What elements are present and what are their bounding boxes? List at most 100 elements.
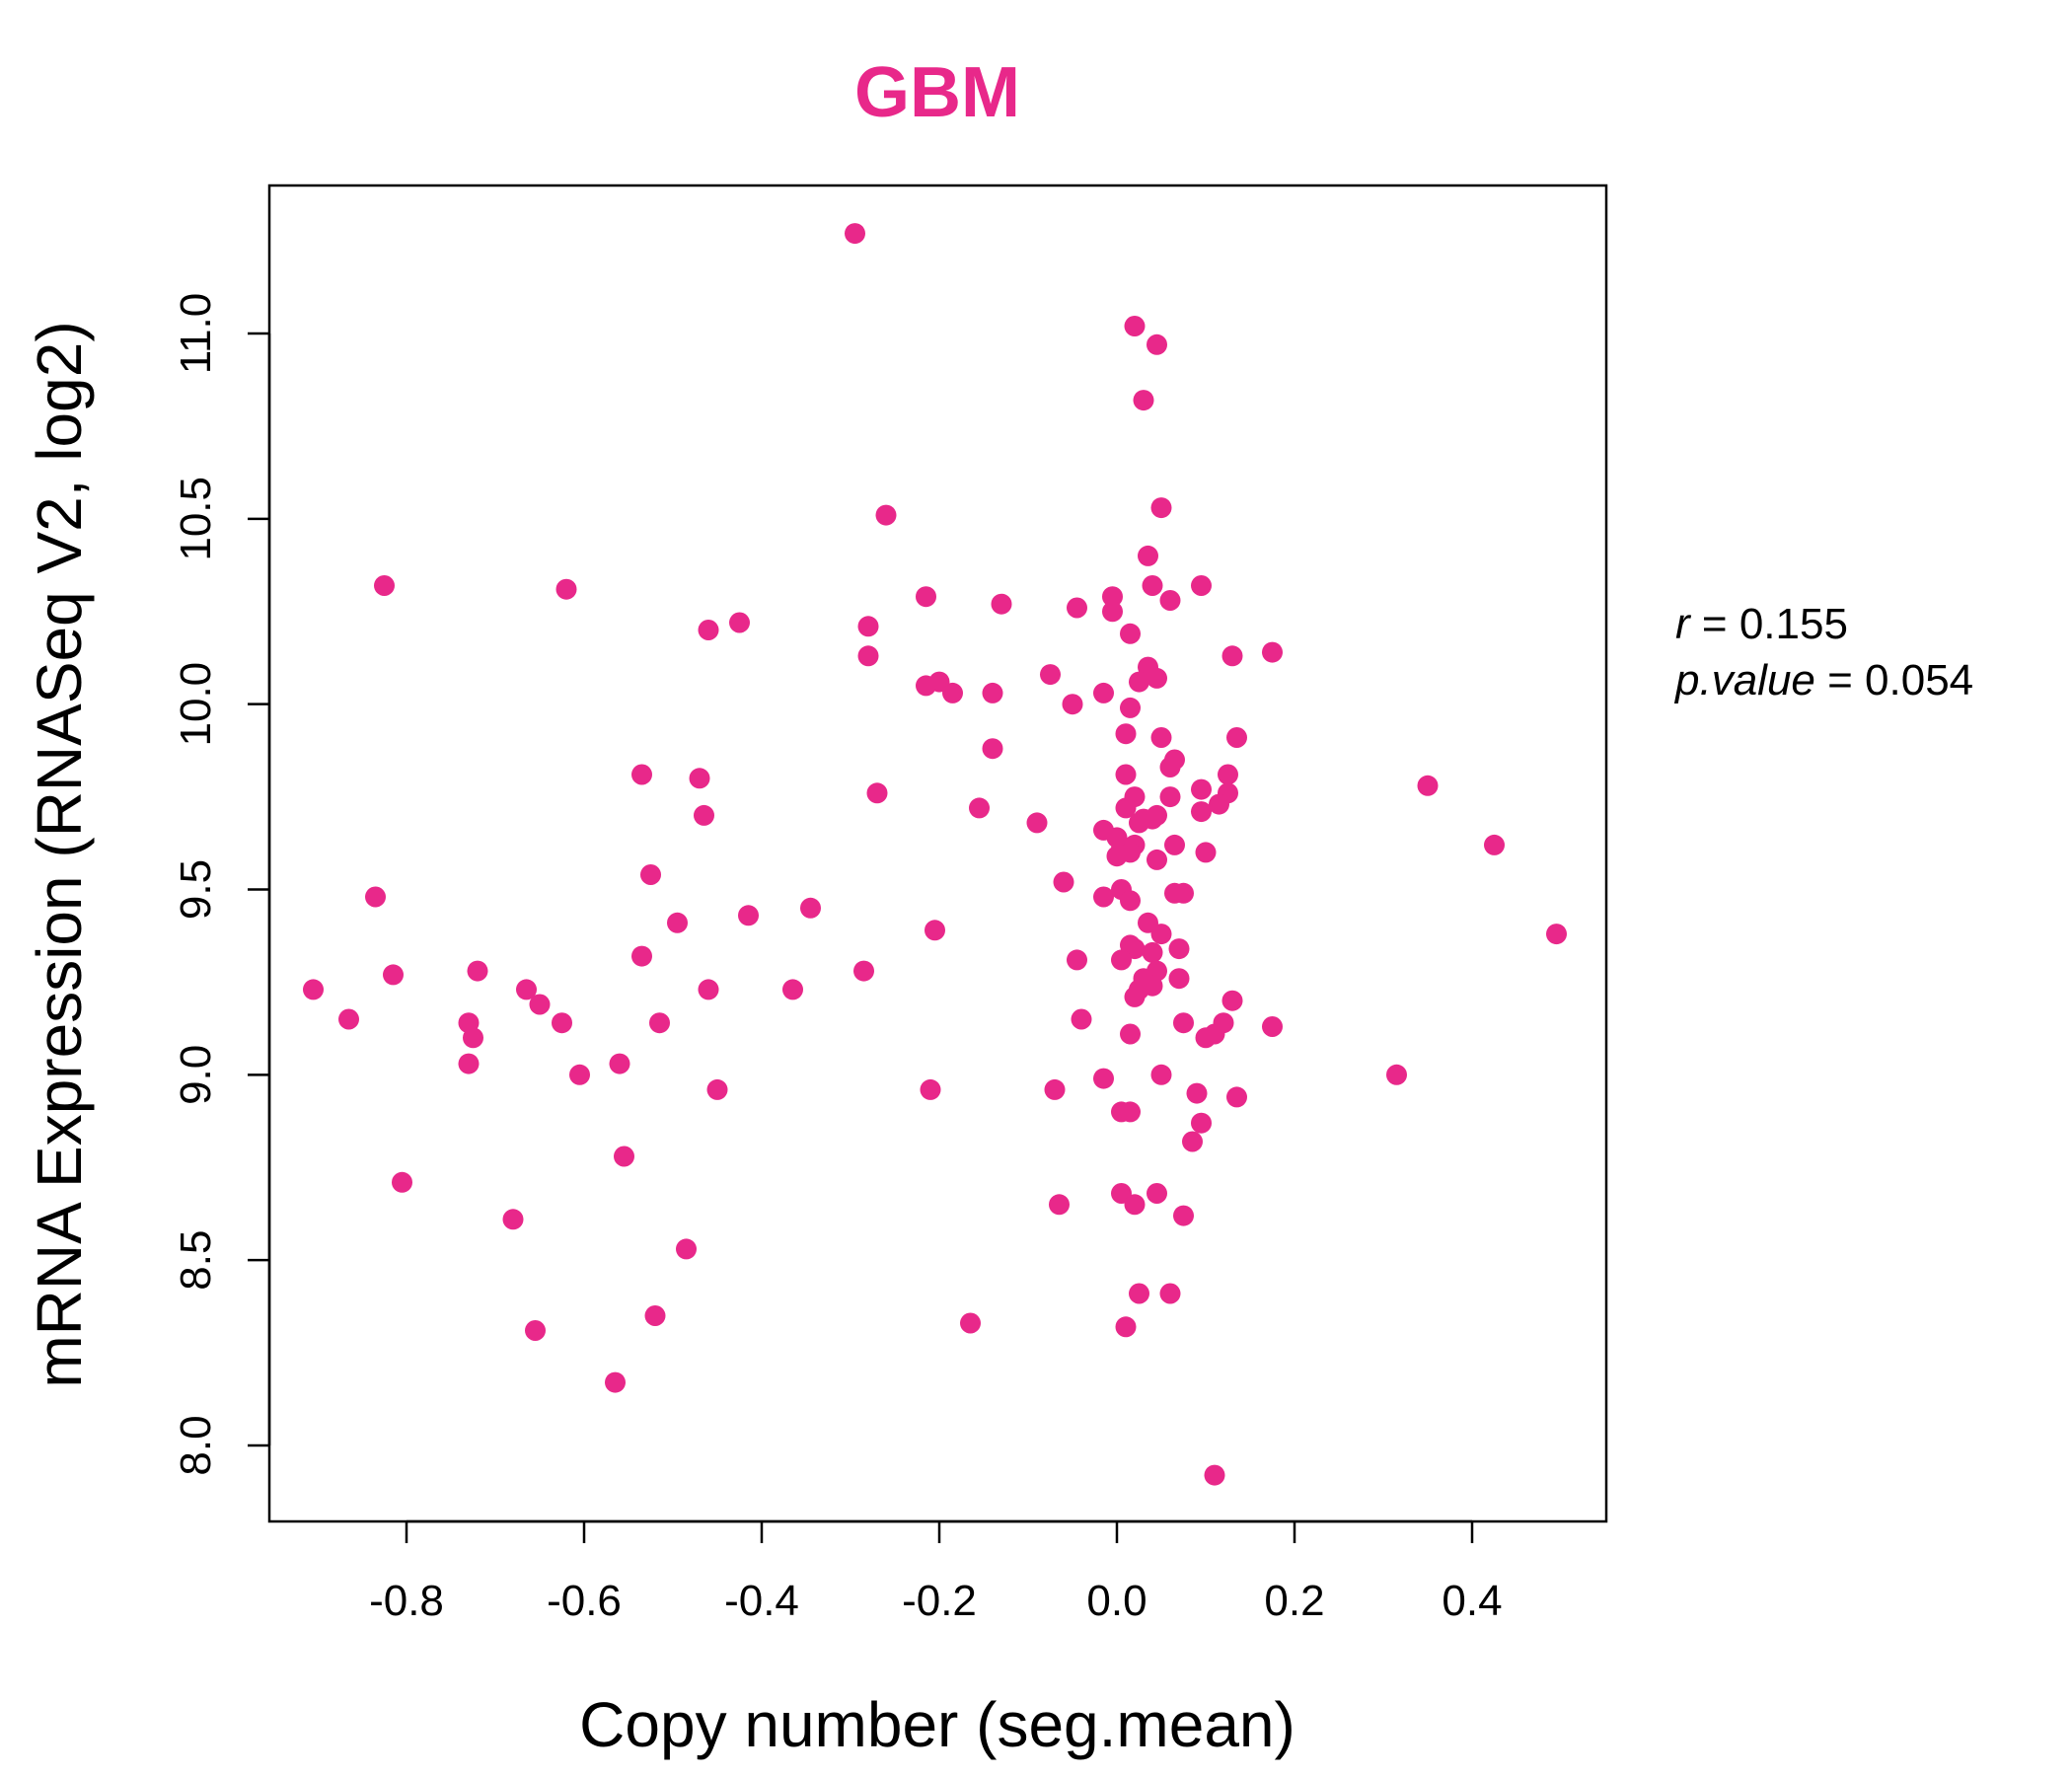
p-value: 0.054 xyxy=(1865,656,1973,704)
data-point xyxy=(1191,575,1212,596)
data-point xyxy=(1204,1464,1225,1486)
data-point xyxy=(857,616,879,637)
data-point xyxy=(845,223,865,245)
data-point xyxy=(991,593,1012,615)
data-point xyxy=(1218,764,1238,785)
data-point xyxy=(1173,1205,1194,1226)
p-stat: p.value = 0.054 xyxy=(1673,656,1973,704)
data-point xyxy=(605,1371,626,1393)
data-point xyxy=(516,979,537,1000)
data-point xyxy=(1142,575,1163,596)
data-point xyxy=(1168,938,1190,960)
data-point xyxy=(609,1053,630,1074)
data-point xyxy=(555,578,577,600)
data-point xyxy=(1195,842,1217,863)
data-point xyxy=(1182,1131,1203,1152)
data-point xyxy=(982,738,1003,760)
data-point xyxy=(738,905,759,926)
data-point xyxy=(942,682,963,703)
data-point xyxy=(1262,641,1283,663)
data-point xyxy=(1191,778,1212,800)
data-point xyxy=(969,797,990,819)
data-point xyxy=(800,897,821,919)
data-point xyxy=(631,764,652,785)
data-point xyxy=(1067,597,1087,619)
y-tick-label: 8.5 xyxy=(172,1230,220,1291)
data-point xyxy=(1120,890,1141,912)
y-tick-label: 9.0 xyxy=(172,1045,220,1105)
data-point xyxy=(1386,1064,1407,1085)
data-point xyxy=(463,1027,483,1049)
data-point xyxy=(866,782,888,804)
data-point xyxy=(698,620,719,640)
data-point xyxy=(614,1146,634,1167)
y-tick-label: 11.0 xyxy=(172,293,220,374)
data-point xyxy=(552,1012,572,1034)
data-point xyxy=(1159,1283,1181,1304)
y-tick-label: 8.0 xyxy=(172,1415,220,1475)
x-tick-label: -0.2 xyxy=(902,1577,977,1625)
data-point xyxy=(925,920,945,941)
data-point xyxy=(916,586,936,608)
p-label: p.value xyxy=(1673,656,1815,704)
data-point xyxy=(1138,545,1158,566)
data-point xyxy=(1150,727,1172,748)
data-point xyxy=(1115,797,1137,819)
data-point xyxy=(1120,623,1141,644)
data-point xyxy=(694,804,714,826)
data-point xyxy=(631,945,652,967)
data-point xyxy=(365,886,386,908)
data-point xyxy=(1226,1086,1247,1108)
data-point xyxy=(1226,727,1247,748)
data-point xyxy=(960,1312,981,1334)
plot-frame xyxy=(267,184,1608,1523)
data-point xyxy=(1067,949,1087,971)
data-point xyxy=(920,1078,941,1100)
data-point xyxy=(1129,671,1149,693)
data-point xyxy=(1129,812,1149,834)
data-point xyxy=(1173,1012,1194,1034)
data-point xyxy=(1262,1016,1283,1037)
correlation-stats: r = 0.155 p.value = 0.054 xyxy=(1673,600,1973,704)
r-value: 0.155 xyxy=(1739,600,1848,648)
data-point xyxy=(1093,682,1114,703)
data-point xyxy=(1044,1078,1066,1100)
data-point xyxy=(1204,1023,1225,1045)
data-point xyxy=(1147,333,1167,355)
r-label: r xyxy=(1675,600,1692,648)
data-point xyxy=(1040,664,1061,686)
y-tick-label: 10.0 xyxy=(172,662,220,747)
data-point xyxy=(1102,586,1123,608)
data-point xyxy=(644,1305,666,1326)
data-point xyxy=(1106,846,1128,867)
data-point xyxy=(782,979,803,1000)
data-point xyxy=(875,504,897,526)
data-point xyxy=(502,1209,524,1230)
data-point xyxy=(667,912,688,933)
data-point xyxy=(1115,1316,1137,1338)
r-stat: r = 0.155 xyxy=(1675,600,1848,648)
data-point xyxy=(1417,775,1439,796)
data-point xyxy=(698,979,719,1000)
data-point xyxy=(1124,986,1146,1007)
y-tick-label: 10.5 xyxy=(172,477,220,561)
points-layer xyxy=(303,223,1567,1486)
chart-title: GBM xyxy=(854,53,1020,132)
y-axis: 8.0 8.5 9.0 9.5 10.0 10.5 11.0 xyxy=(172,293,271,1476)
data-point xyxy=(1093,1068,1114,1089)
data-point xyxy=(1150,1064,1172,1085)
data-point xyxy=(1071,1008,1092,1030)
data-point xyxy=(1209,793,1229,815)
data-point xyxy=(1115,723,1137,745)
y-tick-label: 9.5 xyxy=(172,859,220,920)
x-tick-label: -0.8 xyxy=(369,1577,444,1625)
data-point xyxy=(853,960,874,982)
x-axis-title: Copy number (seg.mean) xyxy=(579,1689,1295,1760)
data-point xyxy=(1221,990,1243,1011)
x-tick-label: 0.4 xyxy=(1442,1577,1502,1625)
x-axis: -0.8 -0.6 -0.4 -0.2 0.0 0.2 0.4 xyxy=(369,1519,1503,1625)
data-point xyxy=(1191,1112,1212,1134)
data-point xyxy=(1159,757,1181,777)
data-point xyxy=(1124,316,1146,336)
